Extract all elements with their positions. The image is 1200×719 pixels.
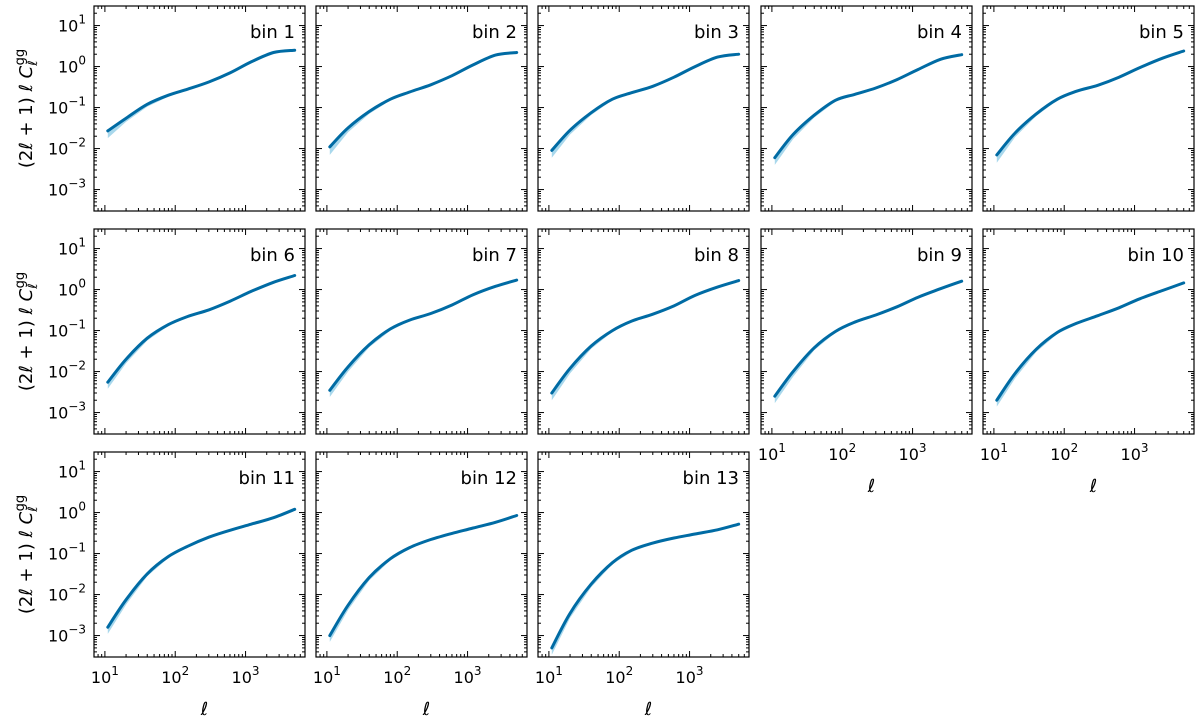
panel-frame (93, 5, 306, 212)
panel-label: bin 5 (1139, 22, 1184, 43)
panel-frame (93, 451, 306, 658)
series-line (550, 522, 741, 650)
panel-frame (537, 5, 750, 212)
y-axis-label: (2ℓ + 1) ℓ Cℓgg (13, 272, 41, 391)
panel-label: bin 3 (694, 22, 739, 43)
panel-label: bin 4 (917, 22, 962, 43)
series-line (106, 274, 297, 384)
y-tick-label: 10−2 (48, 582, 86, 605)
x-axis-label: ℓ (867, 476, 875, 497)
series-line (550, 279, 741, 395)
x-tick-label: 102 (161, 664, 189, 687)
panel-label: bin 10 (1128, 245, 1184, 266)
x-axis-label: ℓ (200, 699, 208, 719)
y-tick-label: 10−1 (48, 95, 86, 118)
series-line (995, 281, 1186, 402)
series-line (328, 278, 519, 392)
x-tick-label: 101 (980, 441, 1008, 464)
panel-4: bin 4 (760, 5, 973, 212)
x-tick-label: 101 (535, 664, 563, 687)
series-line (773, 53, 964, 160)
panel-label: bin 12 (461, 468, 517, 489)
x-axis-label: ℓ (644, 699, 652, 719)
series-line (995, 49, 1186, 157)
x-tick-label: 103 (1121, 441, 1149, 464)
y-tick-label: 101 (58, 459, 86, 482)
y-tick-label: 10−1 (48, 318, 86, 341)
panel-3: bin 3 (537, 5, 750, 212)
panel-frame (760, 5, 973, 212)
x-tick-label: 102 (605, 664, 633, 687)
y-tick-label: 101 (58, 13, 86, 36)
x-axis-label: ℓ (422, 699, 430, 719)
y-tick-label: 10−1 (48, 541, 86, 564)
y-tick-label: 10−3 (48, 400, 86, 423)
panel-frame (537, 228, 750, 435)
panel-8: bin 8 (537, 228, 750, 435)
series-line (328, 514, 519, 638)
y-tick-label: 100 (58, 54, 86, 77)
panel-2: bin 2 (315, 5, 528, 212)
y-tick-label: 10−2 (48, 359, 86, 382)
x-tick-label: 103 (454, 664, 482, 687)
y-tick-label: 10−3 (48, 177, 86, 200)
panel-1: bin 1 10−3 10−2 10−1 100 101 (2ℓ + 1) ℓ Cℓgg (13, 5, 306, 212)
y-axis-label: (2ℓ + 1) ℓ Cℓgg (13, 495, 41, 614)
y-tick-label: 10−3 (48, 623, 86, 646)
panel-label: bin 13 (683, 468, 739, 489)
panel-frame (982, 5, 1195, 212)
x-tick-label: 102 (1050, 441, 1078, 464)
panel-frame (315, 228, 528, 435)
y-tick-label: 10−2 (48, 136, 86, 159)
panel-frame (93, 228, 306, 435)
panel-9: bin 9 101 102 103 ℓ (758, 228, 973, 497)
series-line (106, 48, 297, 133)
x-tick-label: 101 (313, 664, 341, 687)
panel-label: bin 2 (472, 22, 517, 43)
y-tick-label: 101 (58, 236, 86, 259)
uncertainty-band (551, 524, 739, 655)
panel-frame (537, 451, 750, 658)
panel-12: bin 12 101 102 103 ℓ (313, 451, 528, 719)
y-tick-label: 100 (58, 277, 86, 300)
panel-label: bin 7 (472, 245, 517, 266)
panel-6: bin 6 10−3 10−2 10−1 100 101 (2ℓ + 1) ℓ Cℓgg (13, 228, 306, 435)
x-tick-label: 101 (91, 664, 119, 687)
panel-10: bin 10 101 102 103 ℓ (980, 228, 1195, 497)
x-tick-label: 101 (758, 441, 786, 464)
y-axis-label: (2ℓ + 1) ℓ Cℓgg (13, 49, 41, 168)
panel-5: bin 5 (982, 5, 1195, 212)
x-tick-label: 103 (676, 664, 704, 687)
series-line (550, 52, 741, 152)
panel-frame (982, 228, 1195, 435)
x-axis-label: ℓ (1089, 476, 1097, 497)
x-tick-label: 102 (828, 441, 856, 464)
panel-11: bin 11 10−3 10−2 10−1 100 101 (2ℓ + 1) ℓ Cℓgg 1… (13, 451, 306, 719)
y-tick-label: 100 (58, 500, 86, 523)
x-tick-label: 102 (383, 664, 411, 687)
panel-label: bin 9 (917, 245, 962, 266)
panel-13: bin 13 101 102 103 ℓ (535, 451, 750, 719)
x-tick-label: 103 (899, 441, 927, 464)
panel-label: bin 1 (250, 22, 295, 43)
panel-7: bin 7 (315, 228, 528, 435)
series-line (773, 279, 964, 398)
x-tick-label: 103 (232, 664, 260, 687)
panel-frame (760, 228, 973, 435)
panel-frame (315, 451, 528, 658)
panel-label: bin 8 (694, 245, 739, 266)
series-line (106, 507, 297, 629)
panel-frame (315, 5, 528, 212)
series-line (328, 51, 519, 149)
panel-label: bin 6 (250, 245, 295, 266)
panel-label: bin 11 (239, 468, 295, 489)
